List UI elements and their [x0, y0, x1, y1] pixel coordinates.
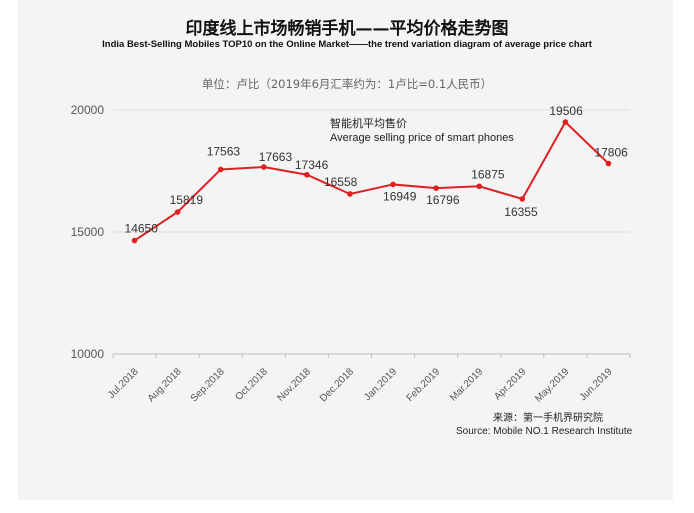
x-tick-label: Oct.2018 — [233, 366, 270, 403]
unit-note: 单位：卢比（2019年6月汇率约为：1卢比=0.1人民币） — [201, 77, 493, 91]
data-point — [131, 237, 138, 244]
x-tick-label: Jul.2018 — [106, 366, 141, 401]
y-tick-label: 15000 — [71, 225, 105, 239]
data-point — [217, 166, 224, 173]
source-note: 来源：第一手机界研究院 Source: Mobile NO.1 Research… — [456, 412, 632, 438]
series-line — [133, 120, 610, 242]
data-point — [260, 164, 267, 170]
x-tick-label: Feb.2019 — [405, 366, 443, 404]
chart-title: 印度线上市场畅销手机——平均价格走势图 — [185, 19, 509, 39]
data-label: 14650 — [125, 222, 159, 236]
y-tick-label: 20000 — [71, 103, 105, 117]
data-point — [476, 183, 483, 190]
chart-card — [18, 0, 673, 500]
x-tick-label: Jan.2019 — [362, 366, 399, 403]
data-point — [390, 181, 396, 188]
data-label: 16558 — [324, 175, 358, 189]
x-tick-label: Apr.2019 — [492, 366, 528, 402]
x-tick-label: Dec.2018 — [318, 366, 356, 404]
data-label: 17663 — [259, 150, 293, 164]
x-tick-label: May.2019 — [533, 366, 572, 405]
data-label: 19506 — [549, 104, 583, 118]
chart-subtitle: India Best-Selling Mobiles TOP10 on the … — [102, 39, 592, 50]
data-point — [519, 196, 526, 202]
data-label: 16875 — [471, 167, 505, 181]
data-label: 17806 — [594, 146, 628, 160]
data-point — [562, 119, 569, 125]
source-en: Source: Mobile NO.1 Research Institute — [456, 426, 633, 437]
data-label: 17346 — [295, 158, 329, 172]
data-point — [605, 160, 612, 167]
data-point — [433, 185, 439, 191]
data-label: 16949 — [383, 189, 417, 203]
data-label: 15819 — [170, 193, 204, 207]
data-label: 16796 — [426, 193, 460, 207]
x-tick-label: Sep.2018 — [189, 366, 227, 404]
x-tick-label: Mar.2019 — [448, 366, 486, 404]
data-label: 16355 — [504, 205, 538, 219]
y-tick-label: 10000 — [71, 347, 105, 361]
data-point — [304, 171, 310, 178]
data-point — [347, 191, 353, 197]
source-cn: 来源：第一手机界研究院 — [493, 413, 603, 424]
data-point — [174, 209, 181, 215]
legend-label-cn: 智能机平均售价 — [330, 116, 407, 130]
data-label: 17563 — [207, 144, 241, 158]
legend-label-en: Average selling price of smart phones — [330, 132, 514, 144]
x-tick-label: Nov.2018 — [275, 366, 313, 404]
x-tick-label: Jun.2019 — [578, 366, 615, 403]
x-tick-label: Aug.2018 — [146, 366, 184, 404]
